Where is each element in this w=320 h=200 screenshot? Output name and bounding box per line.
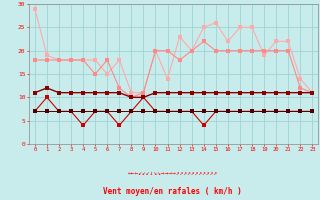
Text: Vent moyen/en rafales ( km/h ): Vent moyen/en rafales ( km/h ) [103,188,242,196]
Text: ←←←↙↙↙↓↘↘→→→→↗↗↗↗↗↗↗↗↗↗↗: ←←←↙↙↙↓↘↘→→→→↗↗↗↗↗↗↗↗↗↗↗ [128,170,218,176]
